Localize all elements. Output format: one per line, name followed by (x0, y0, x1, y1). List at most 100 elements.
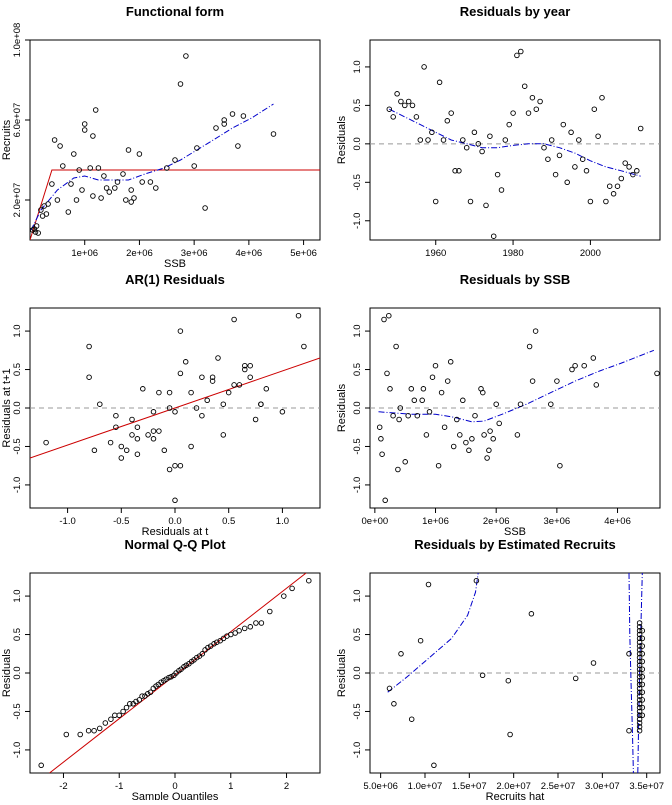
data-point (639, 697, 646, 703)
x-tick-label: 5e+06 (290, 248, 317, 259)
data-point (590, 355, 597, 361)
data-point (639, 651, 646, 657)
data-point (636, 670, 643, 676)
data-point (81, 121, 88, 127)
data-point (423, 432, 430, 438)
data-point (493, 401, 499, 407)
data-point (490, 436, 496, 442)
data-point (560, 121, 567, 128)
data-point (156, 389, 162, 396)
data-point (447, 359, 454, 365)
data-point (481, 432, 487, 438)
data-point (636, 627, 643, 634)
data-point (281, 593, 287, 599)
data-point (636, 624, 643, 630)
data-point (213, 125, 219, 131)
data-point (463, 439, 469, 446)
data-point (557, 462, 563, 469)
data-point (118, 455, 125, 461)
data-point (505, 677, 512, 684)
x-tick-label: 2 (284, 781, 289, 792)
data-point (96, 725, 103, 732)
smooth-line (389, 108, 641, 177)
data-point (384, 370, 390, 377)
data-point (514, 432, 521, 438)
x-tick-label: 0.0 (168, 516, 181, 527)
data-point (440, 137, 447, 143)
y-axis-label: Residuals (336, 115, 348, 164)
data-point (413, 114, 420, 120)
data-point (205, 644, 211, 651)
data-point (92, 107, 99, 113)
data-point (622, 160, 628, 166)
data-point (636, 704, 643, 711)
data-point (38, 762, 44, 769)
data-point (626, 727, 632, 734)
plot-area (370, 573, 660, 773)
data-point (199, 374, 205, 380)
data-point (57, 143, 63, 149)
data-point (431, 762, 437, 769)
data-point (163, 676, 169, 682)
data-point (382, 497, 388, 504)
data-point (90, 193, 96, 199)
data-point (636, 693, 643, 699)
data-point (639, 627, 646, 634)
data-point (636, 666, 643, 672)
x-tick-label: 2e+06 (483, 516, 510, 527)
x-tick-label: -2 (59, 781, 67, 792)
data-point (626, 651, 632, 657)
data-point (583, 168, 590, 174)
data-point (128, 199, 134, 205)
y-tick-label: 0.0 (352, 137, 363, 150)
data-point (242, 362, 248, 369)
y-tick-label: 1.0 (12, 589, 23, 602)
y-tick-label: -0.5 (352, 174, 363, 190)
data-point (97, 401, 103, 407)
data-point (136, 697, 143, 703)
data-point (636, 651, 643, 657)
data-point (131, 195, 137, 201)
data-point (194, 145, 200, 151)
data-point (125, 147, 132, 153)
data-point (220, 432, 227, 438)
y-tick-label: 2.0e+07 (12, 183, 23, 218)
data-point (153, 185, 159, 191)
data-point (409, 102, 416, 109)
data-point (576, 137, 582, 143)
x-tick-label: 0e+00 (362, 516, 389, 527)
data-point (636, 727, 643, 734)
y-tick-label: 1.0 (12, 324, 23, 337)
data-point (393, 343, 399, 350)
chart-title: AR(1) Residuals (125, 272, 225, 287)
data-point (421, 64, 427, 70)
data-point (386, 685, 393, 692)
data-point (108, 716, 114, 722)
data-point (112, 712, 118, 719)
data-point (102, 720, 109, 726)
data-point (220, 401, 227, 407)
x-tick-label: 3e+06 (544, 516, 571, 527)
data-point (498, 187, 505, 193)
data-point (172, 409, 178, 415)
data-point (270, 131, 277, 137)
data-point (405, 98, 412, 105)
data-point (166, 389, 173, 396)
data-point (537, 98, 543, 105)
data-point (231, 316, 237, 323)
data-point (214, 639, 220, 645)
data-point (435, 462, 442, 469)
data-point (123, 197, 129, 203)
data-point (411, 397, 418, 404)
x-axis-label: SSB (164, 258, 186, 270)
data-point (432, 362, 439, 369)
data-point (199, 651, 206, 657)
data-point (387, 386, 393, 392)
data-point (484, 455, 490, 461)
data-point (457, 432, 463, 438)
data-point (636, 708, 643, 715)
data-point (414, 412, 421, 419)
plot-frame (29, 39, 321, 241)
data-point (507, 731, 513, 738)
